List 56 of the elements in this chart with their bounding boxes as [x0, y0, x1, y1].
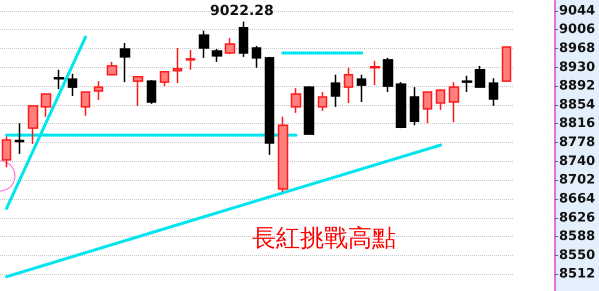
- candlestick: [94, 80, 104, 101]
- y-tick-label: 9044: [559, 3, 596, 18]
- annotation: 長紅挑戰高點: [252, 225, 396, 252]
- candlestick: [132, 76, 144, 107]
- y-tick-label: 9006: [559, 22, 596, 38]
- candlestick: [474, 65, 486, 88]
- candlestick: [54, 69, 64, 90]
- candlestick: [80, 91, 90, 117]
- candlestick: [410, 86, 420, 126]
- candlestick: [488, 77, 498, 107]
- candlestick: [370, 60, 380, 86]
- annotation: 9022.28: [210, 3, 274, 19]
- candlestick: [264, 56, 274, 156]
- candlestick: [462, 74, 472, 93]
- candlestick: [160, 71, 170, 87]
- candlestick: [422, 91, 432, 124]
- candlestick: [330, 74, 340, 108]
- candlestick: [318, 91, 328, 112]
- y-tick-label: 8968: [559, 41, 596, 56]
- y-tick-label: 8854: [559, 97, 596, 112]
- y-tick-label: 8702: [559, 172, 596, 188]
- candlestick: [238, 20, 248, 58]
- y-tick-label: 8588: [559, 229, 596, 244]
- candlestick: [198, 30, 210, 59]
- candlestick: [106, 61, 118, 76]
- candlestick: [224, 37, 236, 55]
- candlestick: [436, 89, 446, 111]
- y-tick-label: 8930: [559, 60, 596, 75]
- candlestick: [14, 122, 24, 155]
- candlestick: [120, 42, 130, 83]
- candlestick: [28, 105, 38, 145]
- candlestick: [172, 47, 182, 84]
- y-tick-label: 8512: [559, 266, 596, 282]
- y-tick-label: 8892: [559, 78, 596, 94]
- candlestick: [304, 85, 314, 135]
- candlestick: [396, 81, 406, 129]
- candlestick: [356, 74, 366, 103]
- y-tick-label: 8740: [559, 154, 596, 169]
- candlestick: [146, 79, 156, 105]
- y-tick-label: 8626: [559, 210, 596, 226]
- candlestick: [186, 49, 196, 71]
- candlestick: [252, 45, 262, 69]
- candlestick: [290, 87, 302, 114]
- candlestick: [212, 48, 222, 63]
- candlestick: [344, 67, 354, 104]
- candlestick: [382, 57, 394, 93]
- candlestick: [40, 93, 52, 118]
- candlestick: [502, 46, 512, 82]
- y-tick-label: 8664: [559, 191, 596, 206]
- candlestick: [448, 81, 460, 123]
- y-tick-label: 8816: [559, 116, 596, 132]
- y-tick-label: 8550: [559, 248, 596, 263]
- y-tick-label: 8778: [559, 135, 596, 150]
- candlestick: [278, 116, 288, 193]
- candlestick: [2, 136, 12, 168]
- candlestick: [68, 72, 78, 97]
